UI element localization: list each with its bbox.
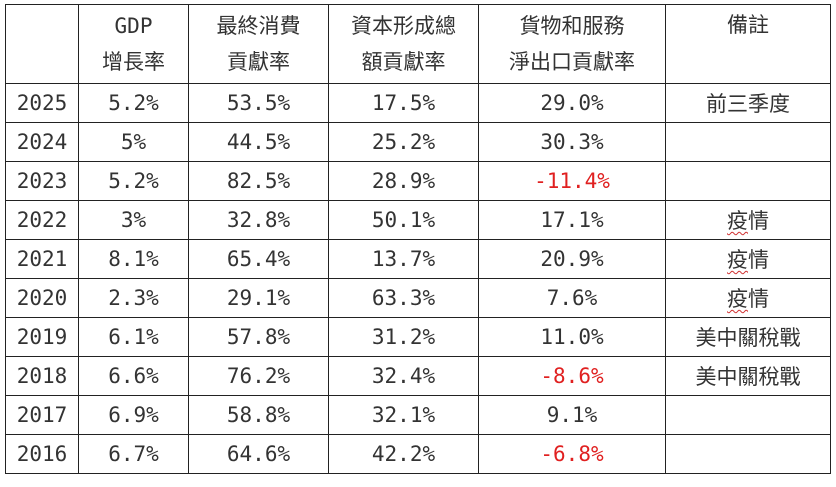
cell-year: 2025 xyxy=(5,83,79,123)
table-row: 2022 3% 32.8% 50.1% 17.1% 疫情 xyxy=(5,200,831,240)
cell-year: 2021 xyxy=(5,239,79,279)
spellcheck-mark: 疫 xyxy=(727,287,748,311)
table-row: 2018 6.6% 76.2% 32.4% -8.6% 美中關稅戰 xyxy=(5,356,831,396)
cell-note xyxy=(665,395,831,435)
cell-net-exports: 17.1% xyxy=(478,200,666,240)
cell-net-exports: 7.6% xyxy=(478,278,666,318)
cell-gdp: 5.2% xyxy=(78,83,189,123)
header-text: 資本形成總 xyxy=(351,14,456,38)
table-row: 2025 5.2% 53.5% 17.5% 29.0% 前三季度 xyxy=(5,83,831,123)
cell-consumption: 32.8% xyxy=(188,200,329,240)
header-text: 額貢獻率 xyxy=(361,50,446,74)
cell-gdp: 6.1% xyxy=(78,317,189,357)
cell-capital: 25.2% xyxy=(328,122,479,162)
cell-year: 2016 xyxy=(5,434,79,474)
cell-consumption: 64.6% xyxy=(188,434,329,474)
cell-capital: 17.5% xyxy=(328,83,479,123)
cell-net-exports: 29.0% xyxy=(478,83,666,123)
header-text: 貨物和服務 xyxy=(519,14,625,38)
header-text: 備註 xyxy=(727,13,769,37)
spellcheck-mark: 疫 xyxy=(727,248,748,272)
table-row: 2024 5% 44.5% 25.2% 30.3% xyxy=(5,122,831,162)
cell-year: 2020 xyxy=(5,278,79,318)
cell-consumption: 65.4% xyxy=(188,239,329,279)
cell-note xyxy=(665,161,831,201)
cell-note: 美中關稅戰 xyxy=(665,317,831,357)
cell-gdp: 3% xyxy=(78,200,189,240)
table-row: 2021 8.1% 65.4% 13.7% 20.9% 疫情 xyxy=(5,239,831,279)
cell-net-exports: -11.4% xyxy=(478,161,666,201)
cell-net-exports: 9.1% xyxy=(478,395,666,435)
cell-gdp: 5% xyxy=(78,122,189,162)
cell-consumption: 44.5% xyxy=(188,122,329,162)
cell-consumption: 57.8% xyxy=(188,317,329,357)
cell-year: 2024 xyxy=(5,122,79,162)
table-row: 2020 2.3% 29.1% 63.3% 7.6% 疫情 xyxy=(5,278,831,318)
header-consumption: 最終消費 貢獻率 xyxy=(188,4,329,84)
cell-note: 前三季度 xyxy=(665,83,831,123)
cell-net-exports: 30.3% xyxy=(478,122,666,162)
cell-consumption: 53.5% xyxy=(188,83,329,123)
header-text: 淨出口貢獻率 xyxy=(509,50,635,74)
table-row: 2023 5.2% 82.5% 28.9% -11.4% xyxy=(5,161,831,201)
cell-note xyxy=(665,122,831,162)
cell-note: 美中關稅戰 xyxy=(665,356,831,396)
cell-capital: 28.9% xyxy=(328,161,479,201)
table-row: 2016 6.7% 64.6% 42.2% -6.8% xyxy=(5,434,831,474)
cell-gdp: 5.2% xyxy=(78,161,189,201)
header-year xyxy=(5,4,79,84)
header-net-exports: 貨物和服務淨出口貢獻率 xyxy=(478,4,666,84)
cell-capital: 42.2% xyxy=(328,434,479,474)
cell-year: 2023 xyxy=(5,161,79,201)
cell-capital: 31.2% xyxy=(328,317,479,357)
header-text: 增長率 xyxy=(102,50,165,74)
cell-net-exports: 20.9% xyxy=(478,239,666,279)
cell-note: 疫情 xyxy=(665,239,831,279)
spellcheck-mark: 疫 xyxy=(727,209,748,233)
cell-note xyxy=(665,434,831,474)
cell-net-exports: 11.0% xyxy=(478,317,666,357)
header-text: 貢獻率 xyxy=(227,50,290,74)
cell-consumption: 82.5% xyxy=(188,161,329,201)
cell-year: 2018 xyxy=(5,356,79,396)
cell-net-exports: -6.8% xyxy=(478,434,666,474)
header-text: GDP xyxy=(114,14,153,38)
header-capital: 資本形成總 額貢獻率 xyxy=(328,4,479,84)
cell-consumption: 58.8% xyxy=(188,395,329,435)
cell-capital: 50.1% xyxy=(328,200,479,240)
cell-year: 2017 xyxy=(5,395,79,435)
cell-gdp: 6.9% xyxy=(78,395,189,435)
header-gdp: GDP 增長率 xyxy=(78,4,189,84)
cell-note: 疫情 xyxy=(665,278,831,318)
cell-gdp: 8.1% xyxy=(78,239,189,279)
header-row: GDP 增長率 最終消費貢獻率 資本形成總額貢獻率 貨物和服務淨出口貢獻率 備註 xyxy=(5,4,831,84)
cell-gdp: 6.6% xyxy=(78,356,189,396)
cell-year: 2019 xyxy=(5,317,79,357)
header-note: 備註 xyxy=(665,4,831,84)
cell-consumption: 29.1% xyxy=(188,278,329,318)
cell-capital: 32.1% xyxy=(328,395,479,435)
cell-note: 疫情 xyxy=(665,200,831,240)
cell-capital: 63.3% xyxy=(328,278,479,318)
header-text: 最終消費 xyxy=(216,14,301,38)
cell-gdp: 2.3% xyxy=(78,278,189,318)
cell-net-exports: -8.6% xyxy=(478,356,666,396)
table-row: 2019 6.1% 57.8% 31.2% 11.0% 美中關稅戰 xyxy=(5,317,831,357)
cell-year: 2022 xyxy=(5,200,79,240)
cell-gdp: 6.7% xyxy=(78,434,189,474)
table-row: 2017 6.9% 58.8% 32.1% 9.1% xyxy=(5,395,831,435)
cell-capital: 13.7% xyxy=(328,239,479,279)
gdp-contribution-table: GDP 增長率 最終消費 貢獻率 資本形成總 額貢獻率 貨物和服務 淨出口貢獻率 備註 … xyxy=(5,4,831,474)
cell-consumption: 76.2% xyxy=(188,356,329,396)
cell-capital: 32.4% xyxy=(328,356,479,396)
